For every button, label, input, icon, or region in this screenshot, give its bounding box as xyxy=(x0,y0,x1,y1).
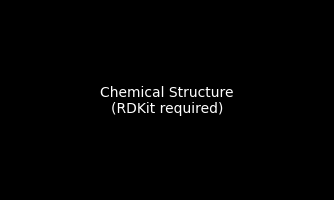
Text: Chemical Structure
(RDKit required): Chemical Structure (RDKit required) xyxy=(100,85,234,115)
